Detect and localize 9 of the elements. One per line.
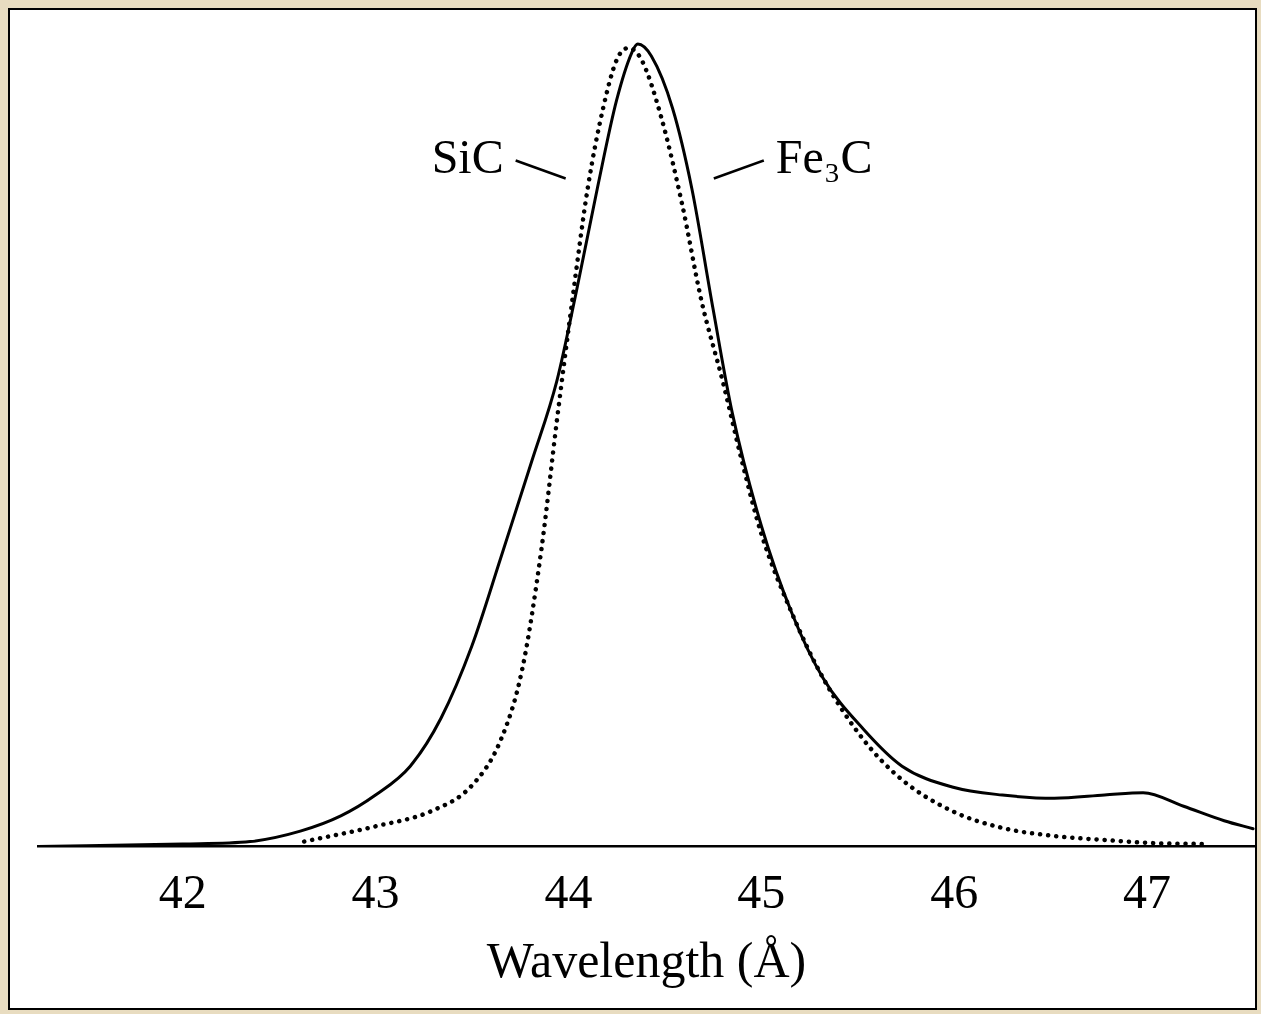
x-tick-label: 43 [351,864,400,918]
x-tick-label: 44 [544,864,593,918]
series-label: SiC [431,130,504,184]
x-tick-label: 42 [158,864,207,918]
x-tick-label: 45 [737,864,786,918]
legend-label: Fe₃C [775,130,873,184]
x-axis-title: Wavelength (Å) [486,932,807,989]
x-tick-label: 47 [1122,864,1171,918]
x-tick-label: 46 [930,864,979,918]
